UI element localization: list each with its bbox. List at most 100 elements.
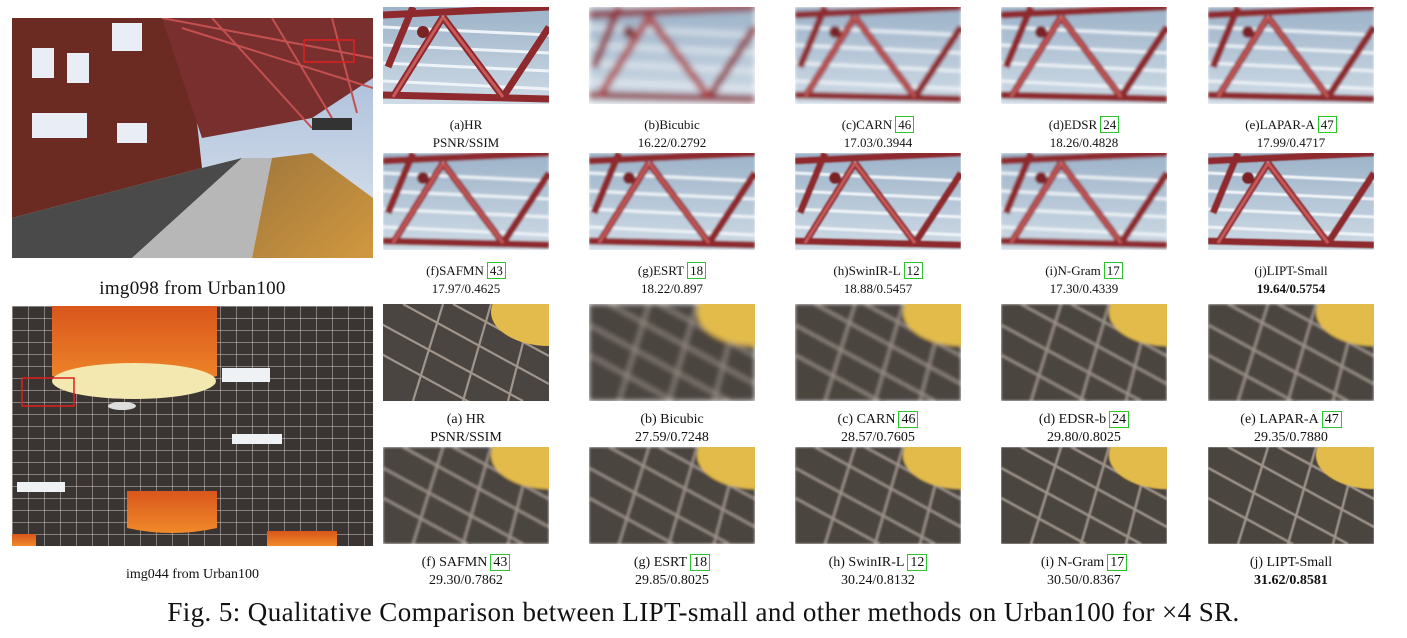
method-label: (a) HR xyxy=(446,412,486,427)
psnr-ssim-score: 18.22/0.897 xyxy=(640,281,704,296)
psnr-ssim-score: PSNR/SSIM xyxy=(432,135,500,150)
psnr-ssim-score: 29.35/0.7880 xyxy=(1254,430,1328,445)
method-label: (j)LIPT-Small xyxy=(1254,263,1328,278)
method-label: (e)LAPAR-A 47 xyxy=(1196,116,1386,134)
method-label: (g)ESRT 18 xyxy=(577,262,767,280)
method-label: (f) SAFMN 43 xyxy=(371,554,561,572)
crop-image xyxy=(383,447,549,544)
psnr-ssim-score: 17.03/0.3944 xyxy=(843,135,913,150)
psnr-ssim-score: 17.30/0.4339 xyxy=(1049,281,1119,296)
crop-caption: (e)LAPAR-A 47 17.99/0.4717 xyxy=(1196,116,1386,152)
citation-ref[interactable]: 24 xyxy=(1100,116,1120,133)
psnr-ssim-score: 30.24/0.8132 xyxy=(841,573,915,588)
citation-ref[interactable]: 47 xyxy=(1317,116,1337,133)
method-label: (g) ESRT 18 xyxy=(577,554,767,572)
crop-image xyxy=(589,153,755,250)
method-label: (b)Bicubic xyxy=(644,117,700,132)
crop-caption: (f) SAFMN 43 29.30/0.7862 xyxy=(371,554,561,590)
psnr-ssim-score: 30.50/0.8367 xyxy=(1047,573,1121,588)
crop-image xyxy=(589,447,755,544)
method-label: (h)SwinIR-L 12 xyxy=(783,262,973,280)
method-label: (i)N-Gram 17 xyxy=(989,262,1179,280)
method-label: (h) SwinIR-L 12 xyxy=(783,554,973,572)
overview-caption: img044 from Urban100 xyxy=(126,567,259,582)
crop-caption: (b)Bicubic 16.22/0.2792 xyxy=(577,116,767,152)
method-label: (d)EDSR 24 xyxy=(989,116,1179,134)
crop-caption: (h)SwinIR-L 12 18.88/0.5457 xyxy=(783,262,973,298)
crop-caption: (c)CARN 46 17.03/0.3944 xyxy=(783,116,973,152)
citation-ref[interactable]: 43 xyxy=(490,554,511,571)
citation-ref[interactable]: 46 xyxy=(895,116,915,133)
crop-caption: (i) N-Gram 17 30.50/0.8367 xyxy=(989,554,1179,590)
citation-ref[interactable]: 17 xyxy=(1107,554,1128,571)
overview-caption: img098 from Urban100 xyxy=(99,278,286,299)
crop-image xyxy=(1001,447,1167,544)
citation-ref[interactable]: 46 xyxy=(898,411,919,428)
method-label: (a)HR xyxy=(449,117,483,132)
crop-caption: (a) HR PSNR/SSIM xyxy=(371,411,561,447)
crop-caption: (b) Bicubic 27.59/0.7248 xyxy=(577,411,767,447)
psnr-ssim-score: 28.57/0.7605 xyxy=(841,430,915,445)
psnr-ssim-score: 17.99/0.4717 xyxy=(1256,135,1326,150)
crop-image xyxy=(795,304,961,401)
psnr-ssim-score: 16.22/0.2792 xyxy=(637,135,707,150)
psnr-ssim-score: PSNR/SSIM xyxy=(430,430,502,445)
citation-ref[interactable]: 17 xyxy=(1103,262,1123,279)
crop-caption: (i)N-Gram 17 17.30/0.4339 xyxy=(989,262,1179,298)
psnr-ssim-score: 19.64/0.5754 xyxy=(1256,281,1326,296)
crop-caption: (e) LAPAR-A 47 29.35/0.7880 xyxy=(1196,411,1386,447)
crop-image xyxy=(383,304,549,401)
method-label: (i) N-Gram 17 xyxy=(989,554,1179,572)
crop-image xyxy=(589,304,755,401)
psnr-ssim-score: 29.80/0.8025 xyxy=(1047,430,1121,445)
method-label: (c) CARN 46 xyxy=(783,411,973,429)
citation-ref[interactable]: 12 xyxy=(903,262,923,279)
crop-caption: (f)SAFMN 43 17.97/0.4625 xyxy=(371,262,561,298)
crop-caption: (d) EDSR-b 24 29.80/0.8025 xyxy=(989,411,1179,447)
method-label: (b) Bicubic xyxy=(640,412,704,427)
crop-image xyxy=(795,7,961,104)
crop-image xyxy=(383,7,549,104)
citation-ref[interactable]: 18 xyxy=(687,262,707,279)
citation-ref[interactable]: 24 xyxy=(1109,411,1130,428)
crop-image xyxy=(383,153,549,250)
figure-caption: Fig. 5: Qualitative Comparison between L… xyxy=(167,597,1240,627)
crop-caption: (c) CARN 46 28.57/0.7605 xyxy=(783,411,973,447)
crop-image xyxy=(589,7,755,104)
overview-image-station xyxy=(12,18,373,258)
method-label: (d) EDSR-b 24 xyxy=(989,411,1179,429)
psnr-ssim-score: 18.88/0.5457 xyxy=(843,281,913,296)
crop-caption: (h) SwinIR-L 12 30.24/0.8132 xyxy=(783,554,973,590)
crop-caption: (g) ESRT 18 29.85/0.8025 xyxy=(577,554,767,590)
psnr-ssim-score: 31.62/0.8581 xyxy=(1254,573,1328,588)
citation-ref[interactable]: 18 xyxy=(690,554,711,571)
crop-image xyxy=(1208,304,1374,401)
crop-image xyxy=(1208,447,1374,544)
citation-ref[interactable]: 47 xyxy=(1321,411,1342,428)
crop-caption: (j)LIPT-Small 19.64/0.5754 xyxy=(1196,262,1386,298)
crop-caption: (g)ESRT 18 18.22/0.897 xyxy=(577,262,767,298)
psnr-ssim-score: 29.85/0.8025 xyxy=(635,573,709,588)
method-label: (c)CARN 46 xyxy=(783,116,973,134)
crop-image xyxy=(1001,7,1167,104)
citation-ref[interactable]: 12 xyxy=(907,554,928,571)
method-label: (e) LAPAR-A 47 xyxy=(1196,411,1386,429)
crop-image xyxy=(1001,304,1167,401)
crop-image xyxy=(795,153,961,250)
crop-image xyxy=(795,447,961,544)
psnr-ssim-score: 17.97/0.4625 xyxy=(431,281,501,296)
method-label: (f)SAFMN 43 xyxy=(371,262,561,280)
psnr-ssim-score: 27.59/0.7248 xyxy=(635,430,709,445)
crop-image xyxy=(1001,153,1167,250)
overview-image-ceiling xyxy=(12,306,373,546)
crop-caption: (d)EDSR 24 18.26/0.4828 xyxy=(989,116,1179,152)
crop-image xyxy=(1208,153,1374,250)
psnr-ssim-score: 18.26/0.4828 xyxy=(1049,135,1119,150)
crop-caption: (j) LIPT-Small 31.62/0.8581 xyxy=(1196,554,1386,590)
crop-caption: (a)HR PSNR/SSIM xyxy=(371,116,561,152)
psnr-ssim-score: 29.30/0.7862 xyxy=(429,573,503,588)
crop-image xyxy=(1208,7,1374,104)
method-label: (j) LIPT-Small xyxy=(1249,555,1333,570)
citation-ref[interactable]: 43 xyxy=(486,262,506,279)
